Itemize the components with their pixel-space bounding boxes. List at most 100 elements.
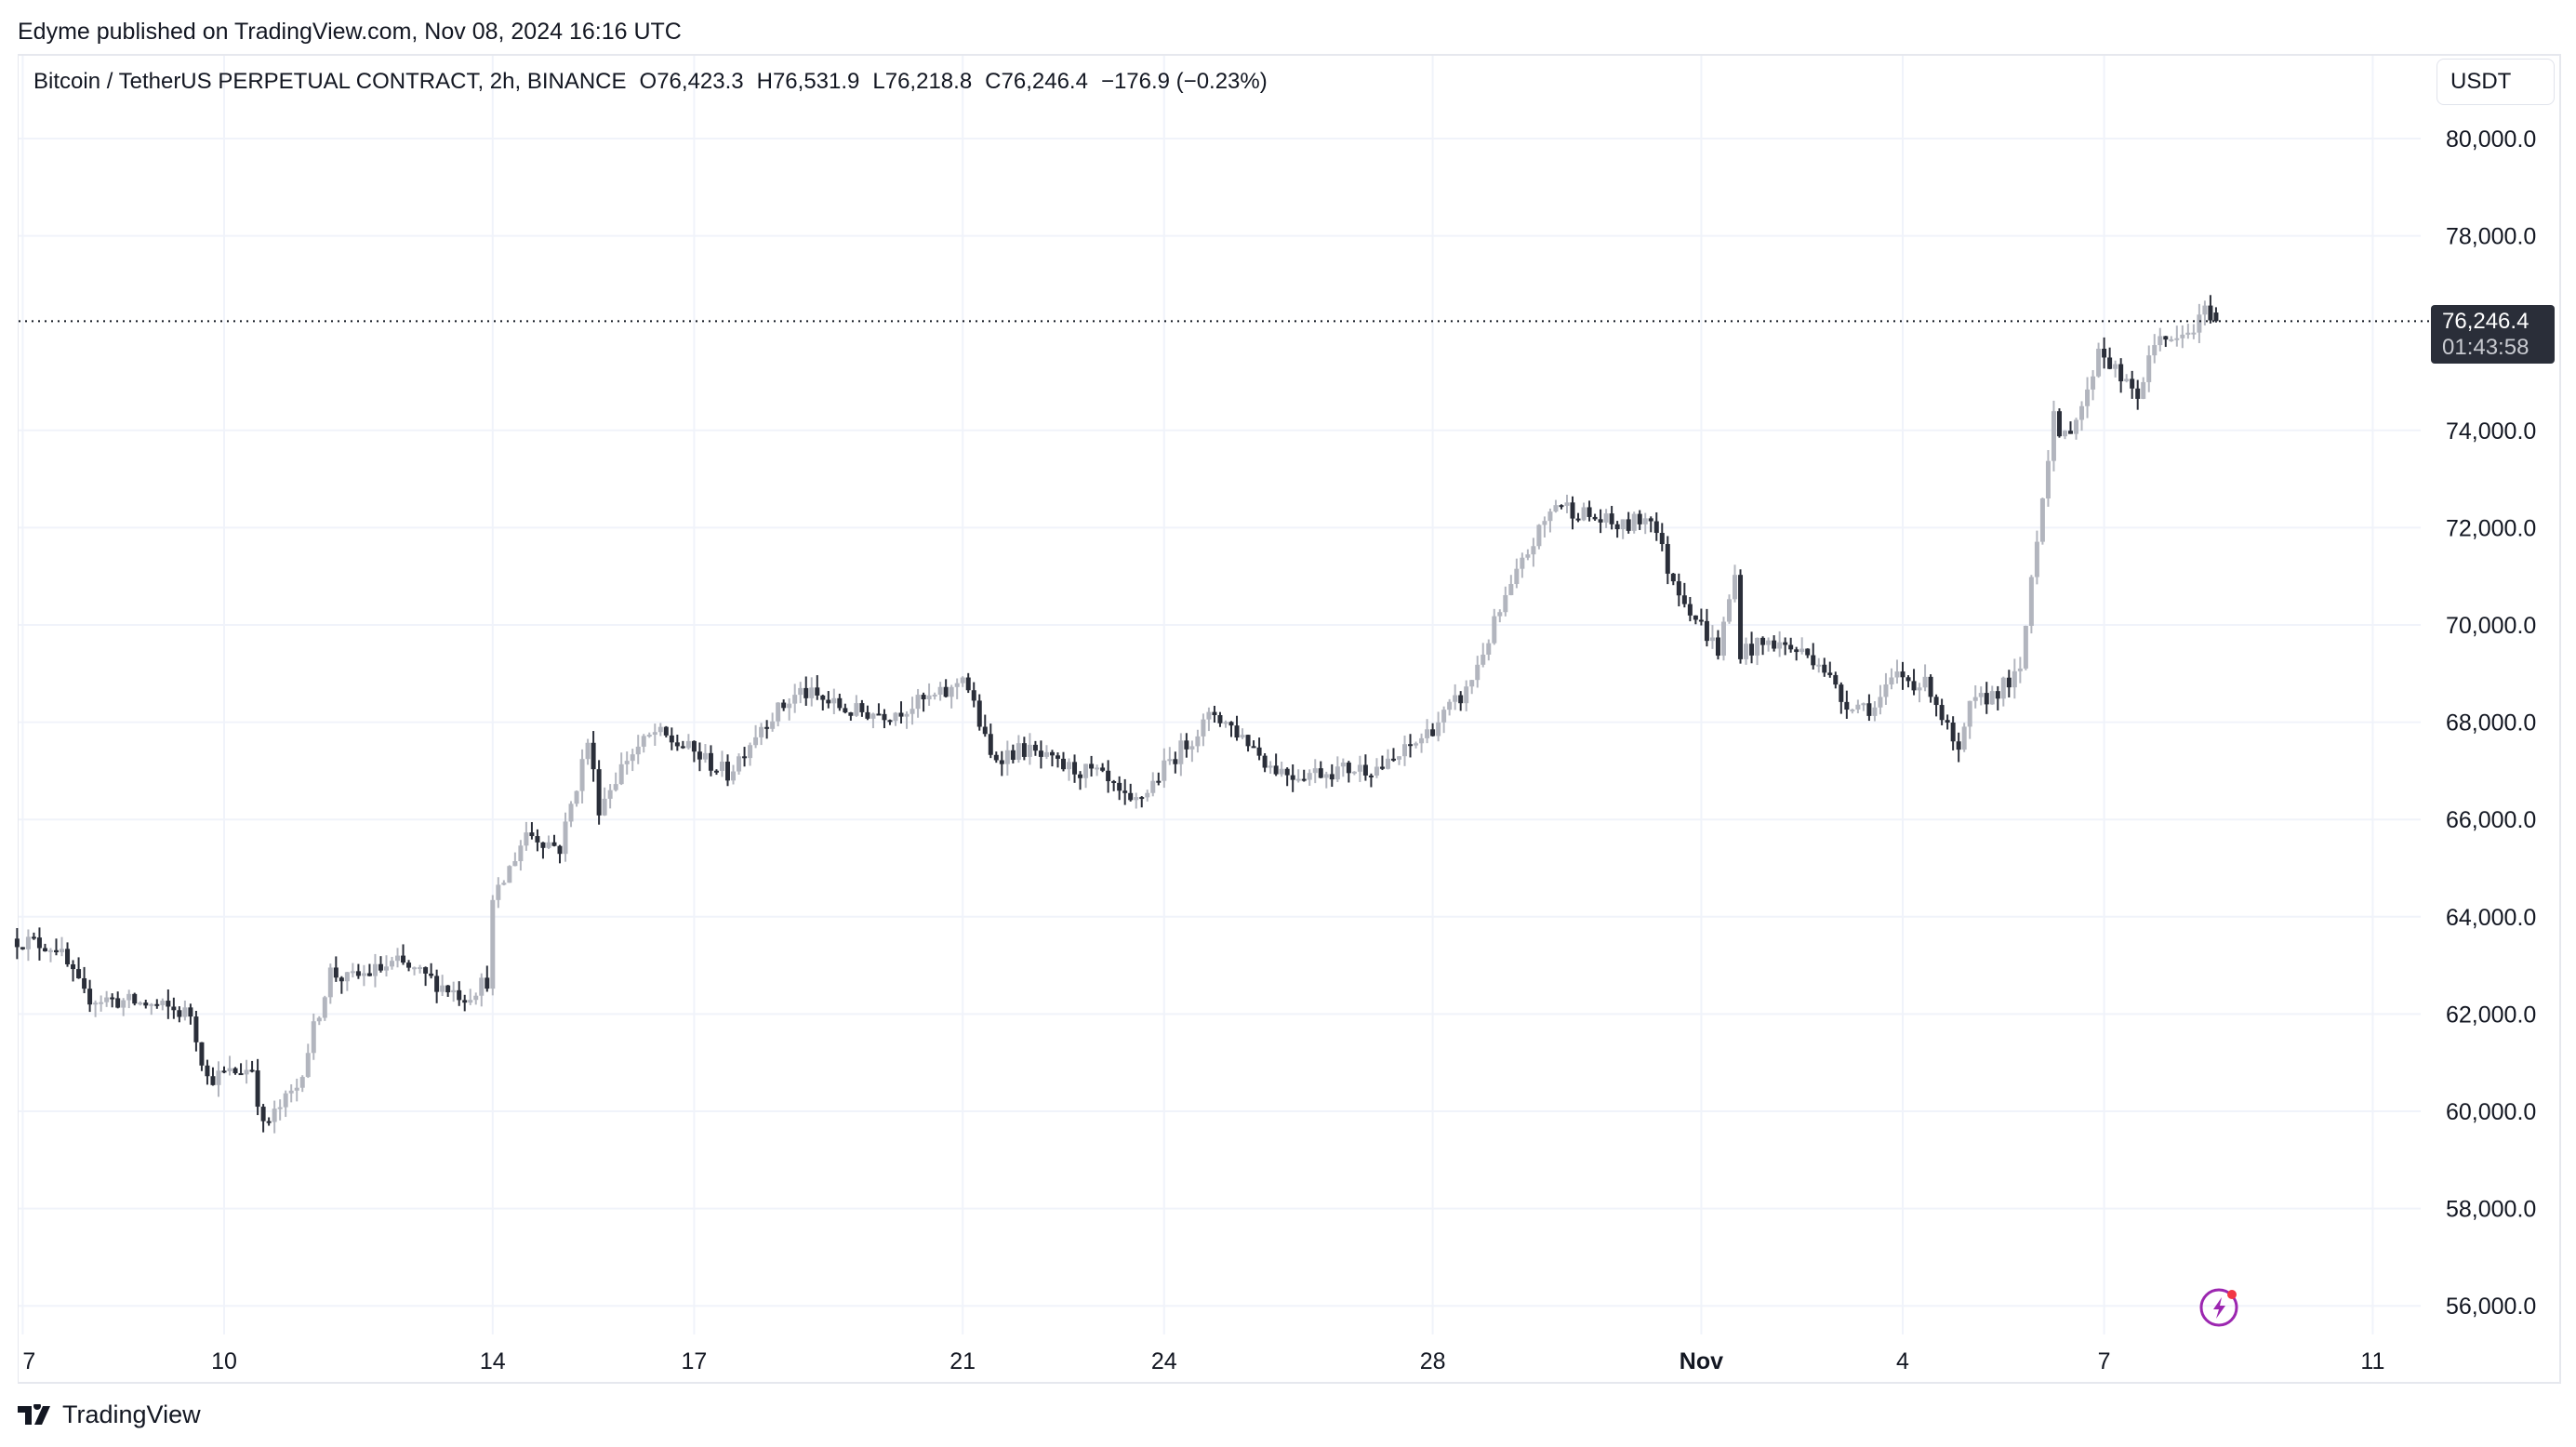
candle-body (1441, 710, 1447, 723)
candle-body (1783, 642, 1788, 645)
candle-down (232, 1067, 238, 1075)
candle-up (1323, 771, 1329, 789)
candle-up (1475, 656, 1481, 688)
price-tick-label: 78,000.0 (2446, 224, 2536, 250)
candle-up (1397, 756, 1401, 765)
candle-down (1184, 733, 1189, 758)
candle-body (2135, 388, 2141, 399)
candle-down (1839, 682, 1844, 714)
candle-body (244, 1069, 249, 1075)
candle-body (1486, 643, 1492, 655)
symbol-title[interactable]: Bitcoin / TetherUS PERPETUAL CONTRACT, 2… (33, 69, 627, 94)
candle-body (815, 687, 820, 696)
candle-up (1525, 549, 1531, 561)
candle-up (1453, 684, 1458, 710)
candle-body (1603, 513, 1609, 523)
candle-up (1733, 564, 1737, 603)
candle-body (423, 967, 429, 974)
candle-down (445, 985, 451, 997)
candle-down (1318, 761, 1323, 778)
candle-body (344, 972, 350, 982)
candle-body (1481, 654, 1486, 665)
candle-up (1268, 761, 1273, 775)
candle-body (1547, 511, 1553, 522)
candle-down (1346, 761, 1351, 783)
candle-down (1950, 716, 1956, 750)
time-tick-label: 7 (2098, 1348, 2111, 1374)
lightning-bolt-icon[interactable] (2199, 1288, 2238, 1327)
candle-down (1995, 685, 2000, 710)
candle-body (451, 989, 457, 993)
candle-up (412, 966, 418, 976)
candle-body (2174, 338, 2180, 340)
candle-body (412, 967, 418, 970)
candle-up (1334, 756, 1340, 782)
bar-countdown: 01:43:58 (2442, 335, 2530, 360)
candle-body (546, 842, 551, 848)
candle-body (1117, 782, 1122, 791)
high-value: H76,531.9 (756, 69, 860, 94)
candle-body (2197, 314, 2202, 333)
candle-down (1844, 690, 1850, 719)
candle-down (1234, 715, 1240, 741)
candle-up (1581, 502, 1587, 522)
candle-body (221, 1070, 227, 1073)
candle-body (708, 752, 713, 771)
candle-body (154, 1003, 160, 1006)
candle-body (1475, 664, 1481, 681)
candle-body (294, 1087, 299, 1091)
currency-button[interactable]: USDT (2437, 59, 2555, 105)
candle-down (1078, 771, 1083, 790)
candle-body (1362, 764, 1368, 776)
candle-up (1447, 698, 1453, 716)
ohlc-legend: Bitcoin / TetherUS PERPETUAL CONTRACT, 2… (33, 69, 1281, 95)
candle-up (618, 752, 624, 786)
candle-body (540, 842, 546, 848)
candle-body (333, 967, 339, 978)
candle-body (457, 989, 462, 1001)
candle-up (1436, 711, 1441, 742)
candle-up (652, 724, 657, 746)
candle-body (2028, 577, 2034, 626)
candle-down (1251, 740, 1256, 749)
candle-down (971, 682, 976, 708)
candle-body (2068, 431, 2073, 434)
candle-body (954, 683, 960, 687)
candle-body (288, 1090, 294, 1094)
candle-body (143, 1002, 149, 1006)
candle-down (1061, 751, 1066, 772)
candle-down (535, 829, 540, 852)
candle-body (1464, 686, 1469, 704)
candle-body (188, 1007, 193, 1017)
candle-up (915, 688, 921, 718)
candle-down (1956, 732, 1961, 763)
candle-down (1021, 737, 1027, 761)
candle-body (283, 1093, 288, 1108)
candle-body (680, 746, 685, 749)
candle-up (2000, 676, 2006, 707)
candle-up (2062, 430, 2067, 440)
candle-body (1760, 637, 1766, 645)
price-tick-label: 72,000.0 (2446, 515, 2536, 541)
candle-up (1872, 701, 1878, 722)
candle-body (1351, 771, 1357, 774)
candle-body (1223, 722, 1228, 724)
candle-down (882, 709, 887, 729)
candle-up (932, 692, 937, 700)
candle-body (691, 740, 697, 752)
candle-up (507, 865, 512, 883)
candle-body (2107, 357, 2113, 369)
candle-up (390, 956, 394, 970)
candle-up (501, 880, 507, 886)
candle-body (232, 1068, 238, 1074)
candle-up (244, 1059, 249, 1084)
footer-brand[interactable]: TradingView (18, 1401, 201, 1429)
candle-body (2102, 349, 2107, 358)
candle-up (344, 971, 350, 991)
candle-body (1268, 765, 1273, 768)
candle-body (1653, 521, 1659, 534)
candle-down (1693, 615, 1698, 625)
candle-body (725, 762, 730, 781)
chart-pane[interactable] (18, 54, 2561, 1384)
